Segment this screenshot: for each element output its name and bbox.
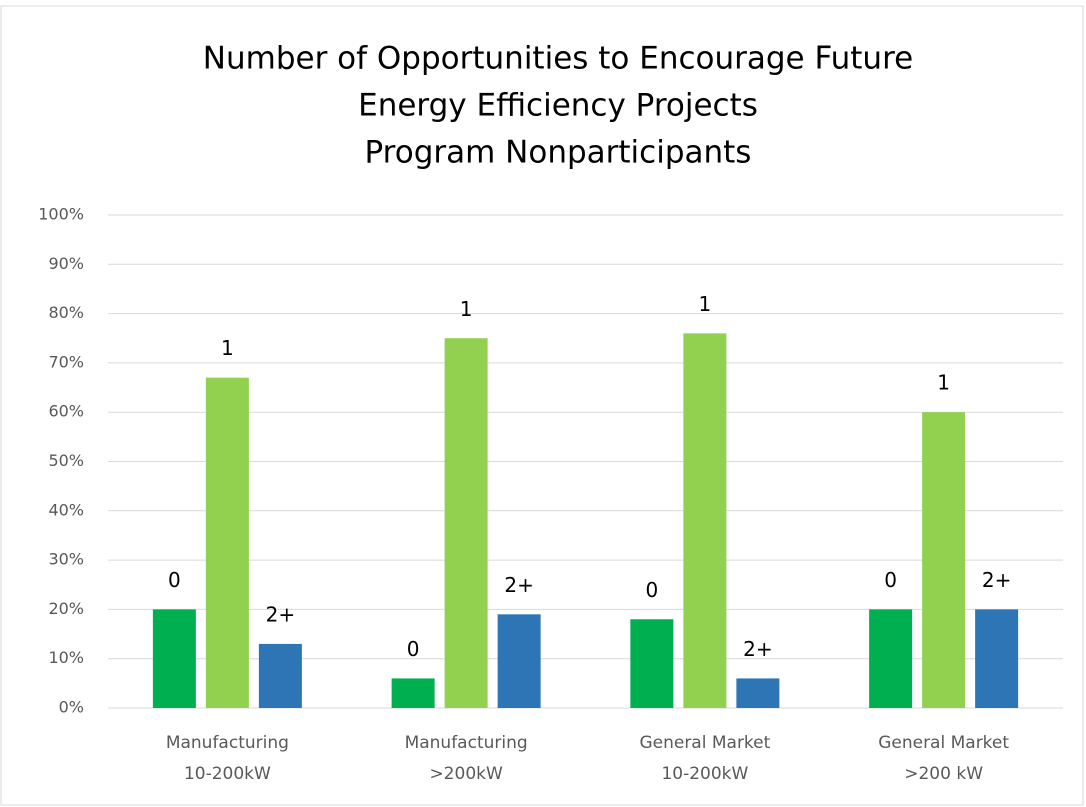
x-tick-label: General Market <box>639 733 770 753</box>
y-tick-label: 10% <box>48 648 84 667</box>
bar <box>205 377 249 708</box>
data-label: 1 <box>937 371 950 395</box>
bar <box>869 609 913 708</box>
y-tick-label: 0% <box>59 698 84 717</box>
x-tick-label: >200 kW <box>904 764 983 784</box>
bar <box>683 333 727 708</box>
bar <box>391 678 435 708</box>
y-tick-label: 90% <box>48 254 84 273</box>
x-tick-label: >200kW <box>429 764 503 784</box>
data-label: 2+ <box>982 568 1011 592</box>
x-tick-label: Manufacturing <box>405 733 528 753</box>
data-label: 1 <box>460 297 473 321</box>
bar <box>630 619 674 708</box>
data-label: 0 <box>407 637 420 661</box>
chart-title: Energy Efficiency Projects <box>358 88 758 124</box>
data-label: 2+ <box>504 573 533 597</box>
y-tick-label: 60% <box>48 402 84 421</box>
y-tick-label: 40% <box>48 500 84 519</box>
chart-title: Program Nonparticipants <box>365 135 752 171</box>
data-label: 0 <box>646 578 659 602</box>
data-label: 2+ <box>743 637 772 661</box>
y-tick-label: 20% <box>48 599 84 618</box>
y-tick-label: 30% <box>48 550 84 569</box>
bar <box>444 338 488 708</box>
data-label: 0 <box>168 568 181 592</box>
bar <box>922 412 966 708</box>
y-tick-label: 80% <box>48 303 84 322</box>
x-tick-label: Manufacturing <box>166 733 289 753</box>
x-tick-label: 10-200kW <box>661 764 748 784</box>
y-tick-label: 50% <box>48 451 84 470</box>
data-label: 1 <box>221 336 234 360</box>
bar <box>736 678 780 708</box>
bar <box>258 643 302 708</box>
x-tick-label: 10-200kW <box>184 764 271 784</box>
data-label: 0 <box>884 568 897 592</box>
chart-title: Number of Opportunities to Encourage Fut… <box>203 41 913 77</box>
y-tick-label: 100% <box>38 205 84 224</box>
x-tick-label: General Market <box>878 733 1009 753</box>
data-label: 1 <box>699 292 712 316</box>
bar <box>975 609 1019 708</box>
y-tick-label: 70% <box>48 352 84 371</box>
data-label: 2+ <box>266 602 295 626</box>
bar <box>152 609 196 708</box>
bar <box>497 614 541 708</box>
